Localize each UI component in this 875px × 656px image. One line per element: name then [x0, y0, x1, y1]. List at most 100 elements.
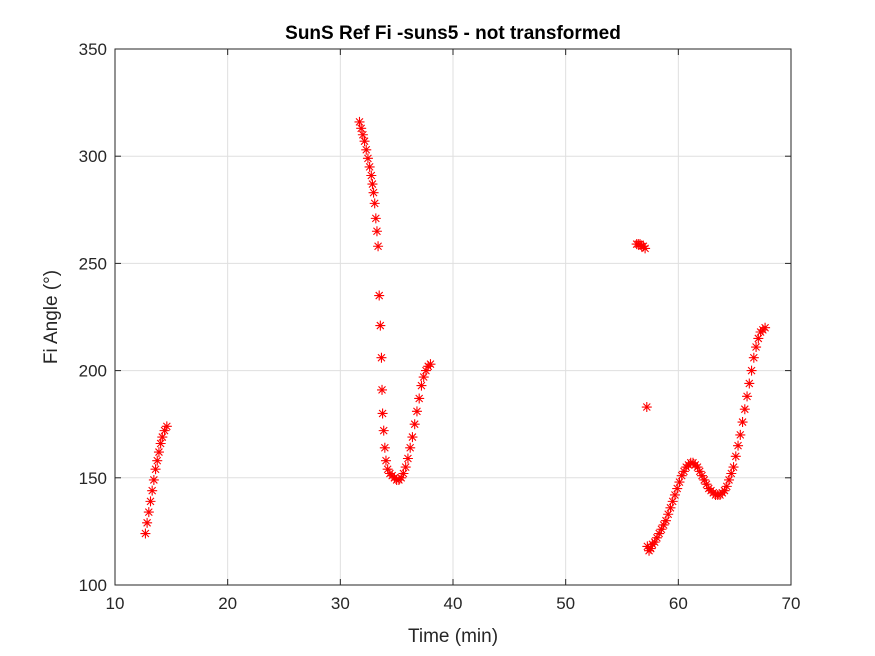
- data-point: [645, 543, 656, 554]
- data-point: [380, 455, 391, 466]
- data-point: [641, 402, 652, 413]
- x-tick-label: 70: [782, 594, 801, 613]
- y-axis-label: Fi Angle (°): [41, 270, 62, 364]
- data-point: [418, 372, 429, 383]
- data-point: [367, 179, 378, 190]
- data-point: [694, 466, 705, 477]
- data-point: [721, 481, 732, 492]
- x-tick-label: 40: [444, 594, 463, 613]
- data-point: [733, 440, 744, 451]
- axis-ticks: 10 20 30 40 50 60 70 100 150 200 250 300 350: [79, 40, 801, 613]
- data-point: [402, 453, 413, 464]
- data-point: [726, 468, 737, 479]
- data-point: [377, 408, 388, 419]
- data-point: [737, 417, 748, 428]
- data-point: [362, 153, 373, 164]
- data-point: [654, 528, 665, 539]
- data-point: [382, 464, 393, 475]
- data-point: [375, 320, 386, 331]
- y-tick-label: 300: [79, 147, 107, 166]
- data-point: [642, 541, 653, 552]
- data-point: [739, 404, 750, 415]
- data-point: [145, 496, 156, 507]
- data-point: [425, 359, 436, 370]
- data-point: [676, 470, 687, 481]
- data-point: [744, 378, 755, 389]
- data-point: [658, 519, 669, 530]
- data-point: [374, 290, 385, 301]
- y-tick-label: 350: [79, 40, 107, 59]
- data-point: [409, 419, 420, 430]
- data-point: [728, 462, 739, 473]
- data-point: [155, 438, 166, 449]
- data-point: [147, 485, 158, 496]
- data-point: [373, 241, 384, 252]
- data-point: [152, 455, 163, 466]
- data-point: [398, 468, 409, 479]
- data-point: [660, 515, 671, 526]
- data-point: [742, 391, 753, 402]
- data-point: [359, 136, 370, 147]
- data-point: [724, 474, 735, 485]
- data-point: [378, 425, 389, 436]
- data-point: [414, 393, 425, 404]
- data-point: [370, 213, 381, 224]
- data-point: [667, 496, 678, 507]
- data-point: [411, 406, 422, 417]
- data-point: [150, 464, 161, 475]
- data-point: [730, 451, 741, 462]
- data-point: [159, 425, 170, 436]
- data-point: [379, 442, 390, 453]
- y-tick-label: 250: [79, 254, 107, 273]
- y-tick-label: 150: [79, 469, 107, 488]
- y-tick-label: 200: [79, 362, 107, 381]
- data-point: [746, 365, 757, 376]
- data-point: [735, 429, 746, 440]
- data-point: [157, 432, 168, 443]
- y-tick-label: 100: [79, 576, 107, 595]
- data-point: [651, 532, 662, 543]
- data-point: [665, 502, 676, 513]
- data-point: [669, 489, 680, 500]
- data-point: [377, 384, 388, 395]
- x-tick-label: 10: [106, 594, 125, 613]
- data-point: [400, 462, 411, 473]
- data-point: [142, 517, 153, 528]
- data-point: [405, 442, 416, 453]
- data-point: [760, 322, 771, 333]
- data-point: [368, 187, 379, 198]
- data-point: [143, 507, 154, 518]
- data-point: [357, 129, 368, 140]
- data-point: [140, 528, 151, 539]
- data-point: [748, 352, 759, 363]
- data-point: [678, 466, 689, 477]
- data-point: [753, 333, 764, 344]
- data-point: [161, 421, 172, 432]
- data-point: [364, 161, 375, 172]
- data-point: [407, 432, 418, 443]
- data-point: [354, 116, 365, 127]
- data-point: [701, 479, 712, 490]
- data-point: [699, 474, 710, 485]
- x-tick-label: 50: [556, 594, 575, 613]
- x-tick-label: 20: [218, 594, 237, 613]
- data-point: [649, 537, 660, 548]
- data-point: [656, 524, 667, 535]
- data-point: [361, 144, 372, 155]
- data-point: [416, 380, 427, 391]
- data-point: [672, 483, 683, 494]
- data-point: [751, 342, 762, 353]
- data-points: [140, 116, 771, 556]
- data-point: [376, 352, 387, 363]
- x-tick-label: 60: [669, 594, 688, 613]
- data-point: [420, 365, 431, 376]
- data-point: [369, 198, 380, 209]
- data-point: [356, 123, 367, 134]
- data-point: [719, 485, 730, 496]
- data-point: [663, 509, 674, 520]
- grid-lines: [115, 49, 791, 585]
- data-point: [371, 226, 382, 237]
- chart-title: SunS Ref Fi -suns5 - not transformed: [285, 23, 621, 44]
- data-point: [696, 470, 707, 481]
